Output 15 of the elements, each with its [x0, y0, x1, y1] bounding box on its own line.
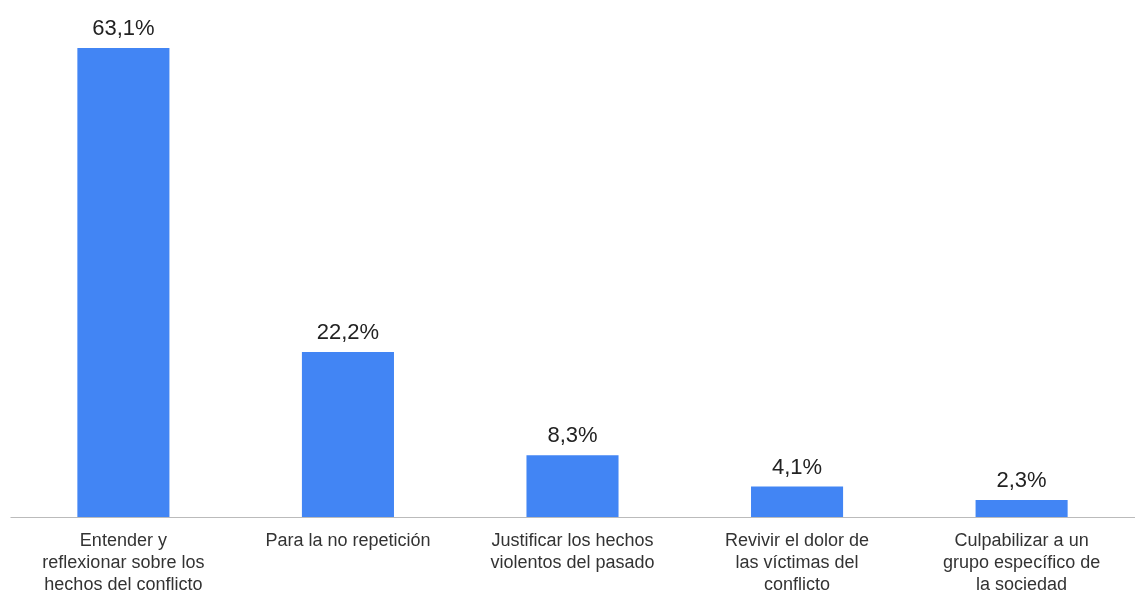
- x-tick-label: Justificar los hechos violentos del pasado: [490, 529, 655, 572]
- data-label: 22,2%: [316, 319, 380, 344]
- bar: [975, 499, 1068, 517]
- data-label: 63,1%: [92, 15, 155, 40]
- x-tick-label: Revivir el dolor de las víctimas del conflicto: [725, 529, 870, 594]
- x-tick-label: Culpabilizar a un grupo específico de la sociedad: [943, 529, 1101, 594]
- bar: [751, 486, 844, 517]
- bar: [77, 48, 170, 517]
- x-tick-label: Entender y reflexionar sobre los hechos del conflicto: [42, 529, 205, 594]
- data-label: 2,3%: [996, 466, 1047, 492]
- data-label: 4,1%: [771, 453, 823, 479]
- bar: [301, 352, 394, 517]
- bar: [526, 455, 619, 517]
- x-tick-label: Para la no repetición: [265, 529, 431, 550]
- data-label: 8,3%: [547, 422, 598, 448]
